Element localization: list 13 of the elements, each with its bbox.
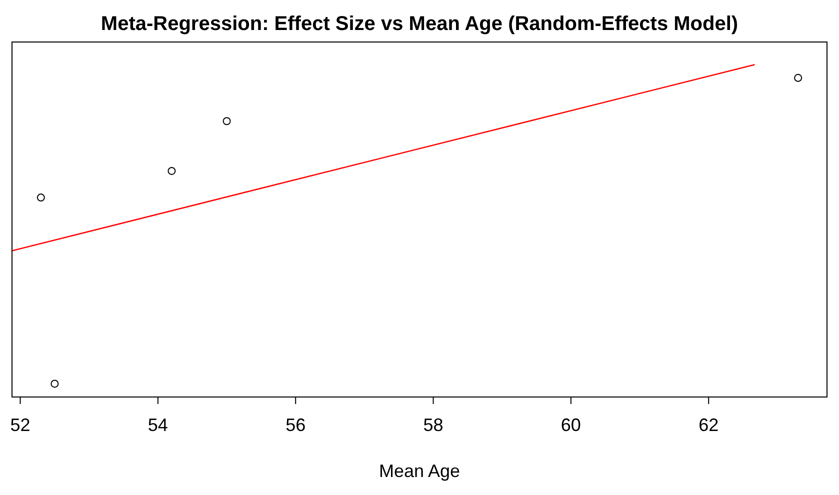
point [168, 166, 176, 175]
point [794, 74, 802, 82]
point [222, 117, 231, 126]
point [50, 380, 59, 388]
chart-title: Meta-Regression: Effect Size vs Mean Age (Random-Effects Model) [100, 13, 738, 35]
x-tick-label: 56 [286, 415, 306, 435]
x-tick-label: 60 [560, 415, 581, 435]
x-tick-label: 52 [10, 415, 30, 435]
x-tick-label: 58 [423, 415, 444, 435]
x-axis-title: Mean Age [378, 461, 460, 481]
point [36, 194, 45, 202]
x-tick-label: 62 [698, 415, 719, 435]
x-tick-label: 54 [148, 415, 168, 435]
